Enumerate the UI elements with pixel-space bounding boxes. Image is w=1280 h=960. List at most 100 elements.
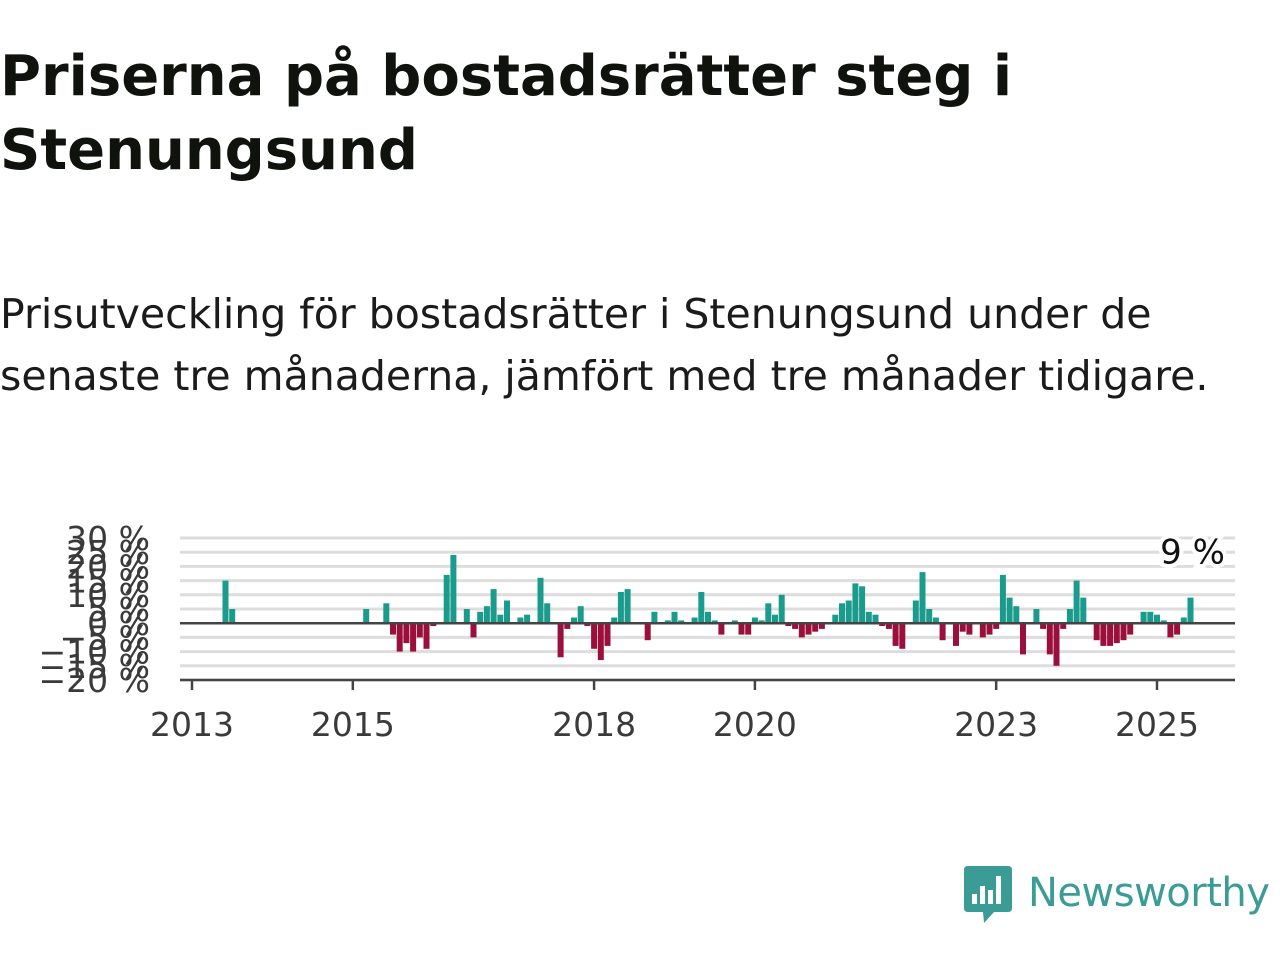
bar — [564, 623, 571, 629]
y-tick-label: −5 % — [60, 618, 151, 657]
bar — [818, 623, 825, 629]
bar — [517, 617, 524, 624]
bar — [698, 592, 705, 624]
bar — [1180, 617, 1187, 624]
bar — [805, 623, 812, 635]
bar — [617, 592, 624, 624]
bar — [1080, 597, 1087, 624]
bar — [772, 614, 778, 624]
bar — [832, 614, 839, 624]
bar — [1120, 623, 1127, 641]
bar — [1127, 623, 1134, 635]
bar — [1066, 609, 1073, 624]
bar — [966, 623, 973, 635]
bar — [624, 589, 631, 624]
bar — [504, 600, 510, 624]
bar — [1033, 609, 1040, 624]
bar — [912, 600, 919, 624]
bar — [403, 623, 410, 644]
bar — [1140, 611, 1147, 624]
y-tick-label: −10 % — [39, 633, 151, 672]
bar — [999, 574, 1006, 624]
bar — [705, 611, 711, 624]
bar — [785, 623, 792, 626]
y-tick-label: 20 % — [66, 547, 150, 586]
chart-subtitle: Prisutveckling för bostadsrätter i Stenu… — [0, 290, 1209, 400]
bar — [812, 623, 819, 632]
x-tick-label: 2020 — [713, 705, 797, 744]
bar — [778, 594, 785, 624]
bar — [1053, 623, 1060, 666]
bar — [859, 586, 866, 624]
bar — [1046, 623, 1053, 655]
bar — [1060, 623, 1067, 629]
bar — [879, 623, 886, 626]
bar — [571, 617, 577, 624]
y-axis-labels: 30 %25 %20 %15 %10 %5 %0 %−5 %−10 %−15 %… — [39, 519, 151, 700]
bar — [644, 623, 651, 641]
bar — [490, 589, 497, 624]
y-tick-label: 15 % — [66, 562, 150, 601]
bar — [953, 623, 959, 646]
bar — [443, 574, 450, 624]
bar — [1160, 620, 1167, 624]
bar — [577, 606, 584, 624]
bar — [597, 623, 604, 661]
bar — [765, 603, 772, 624]
x-tick-label: 2018 — [552, 705, 636, 744]
bar — [919, 572, 926, 624]
bar — [885, 623, 892, 629]
bar — [979, 623, 986, 638]
bar — [845, 600, 852, 624]
bar — [450, 555, 457, 624]
bar — [872, 614, 879, 624]
bar — [396, 623, 403, 652]
bar — [604, 623, 611, 646]
bars — [180, 555, 1235, 666]
bar — [651, 611, 658, 624]
bar — [1013, 606, 1020, 624]
bar — [798, 623, 805, 638]
x-tick-label: 2013 — [150, 705, 234, 744]
page-title: Priserna på bostadsrätter steg i Stenung… — [0, 44, 1013, 183]
bar — [1020, 623, 1026, 655]
bar — [939, 623, 946, 641]
bar — [792, 623, 799, 629]
bar — [731, 620, 738, 624]
bar — [751, 617, 758, 624]
bar — [423, 623, 430, 649]
bar — [671, 611, 678, 624]
bar — [932, 617, 939, 624]
y-tick-label: 30 % — [66, 519, 150, 558]
bar — [986, 623, 993, 635]
bar — [584, 623, 591, 626]
bar — [926, 609, 933, 624]
bar — [229, 609, 236, 624]
bar — [497, 614, 504, 624]
bar — [839, 603, 845, 624]
bar — [718, 623, 725, 635]
y-tick-label: 0 % — [87, 604, 150, 643]
bar — [758, 620, 765, 624]
brand-name: Newsworthy — [1028, 870, 1270, 916]
bar — [1100, 623, 1107, 646]
bar — [557, 623, 564, 658]
bar — [993, 623, 1000, 629]
bar — [390, 623, 396, 635]
bar — [1040, 623, 1047, 629]
bar-chart: 30 %25 %20 %15 %10 %5 %0 %−5 %−10 %−15 %… — [39, 519, 1235, 744]
y-tick-label: 25 % — [66, 533, 150, 572]
bar — [1107, 623, 1114, 646]
x-axis: 2013 2015 2018 2020 2023 2025 — [150, 678, 1235, 744]
bar — [1154, 614, 1160, 624]
y-tick-label: 10 % — [66, 576, 150, 615]
bar — [738, 623, 745, 635]
bar — [1073, 580, 1080, 624]
bar — [1113, 623, 1120, 644]
bar — [410, 623, 417, 652]
bar — [477, 611, 484, 624]
x-tick-label: 2015 — [311, 705, 395, 744]
bar — [664, 620, 671, 624]
bar — [222, 580, 229, 624]
bar — [1187, 597, 1194, 624]
